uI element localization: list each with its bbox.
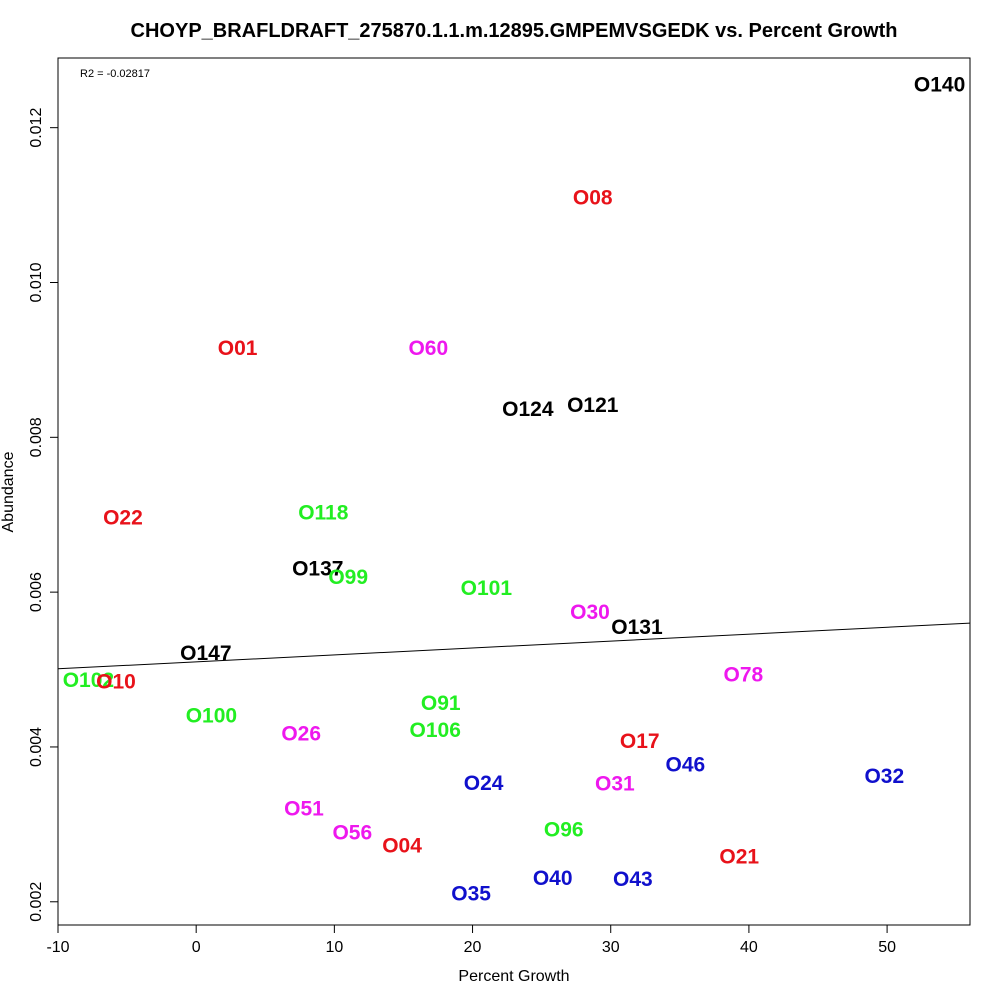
x-tick-label: 50 xyxy=(878,939,896,956)
point-label: O147 xyxy=(180,642,231,665)
point-label: O121 xyxy=(567,394,619,417)
point-label: O102 xyxy=(63,669,114,692)
point-label: O78 xyxy=(724,663,764,686)
point-label: O56 xyxy=(332,821,372,844)
y-tick-label: 0.008 xyxy=(28,417,45,457)
point-label: O96 xyxy=(544,818,584,841)
point-label: O131 xyxy=(611,616,663,639)
y-tick-label: 0.004 xyxy=(28,727,45,767)
point-label: O01 xyxy=(218,337,258,360)
x-axis: -10 0 10 20 30 40 50 xyxy=(46,924,896,956)
point-label: O46 xyxy=(665,753,705,776)
x-tick-label: 0 xyxy=(192,939,201,956)
y-axis-label: Abundance xyxy=(0,451,17,532)
point-label: O17 xyxy=(620,730,660,753)
point-label: O140 xyxy=(914,74,965,97)
point-label: O24 xyxy=(464,772,504,795)
chart-title: CHOYP_BRAFLDRAFT_275870.1.1.m.12895.GMPE… xyxy=(131,20,898,42)
point-label: O118 xyxy=(298,502,349,525)
y-tick-label: 0.012 xyxy=(28,108,45,148)
point-label: O30 xyxy=(570,601,610,624)
point-label: O04 xyxy=(382,835,422,858)
point-label: O137 xyxy=(292,557,343,580)
point-label: O31 xyxy=(595,773,635,796)
x-tick-label: -10 xyxy=(46,939,69,956)
point-label: O26 xyxy=(281,722,321,745)
r-squared-annotation: R2 = -0.02817 xyxy=(80,68,150,80)
point-label: O91 xyxy=(421,692,461,715)
point-label: O101 xyxy=(461,577,513,600)
plot-frame xyxy=(57,57,971,926)
point-label: O08 xyxy=(573,187,613,210)
x-tick-label: 30 xyxy=(602,939,620,956)
point-label: O100 xyxy=(186,704,237,727)
point-label: O51 xyxy=(284,797,324,820)
y-tick-label: 0.002 xyxy=(28,882,45,922)
y-tick-label: 0.010 xyxy=(28,262,45,302)
point-label: O32 xyxy=(864,765,904,788)
y-tick-label: 0.006 xyxy=(28,572,45,612)
x-tick-label: 10 xyxy=(325,939,343,956)
point-label: O99 xyxy=(328,566,368,589)
x-tick-label: 40 xyxy=(740,939,758,956)
point-label: O10 xyxy=(96,670,136,693)
x-tick-label: 20 xyxy=(464,939,482,956)
point-label: O43 xyxy=(613,868,653,891)
x-axis-label: Percent Growth xyxy=(458,968,569,985)
point-label: O40 xyxy=(533,867,573,890)
point-label: O21 xyxy=(719,845,759,868)
point-label: O35 xyxy=(451,883,491,906)
y-axis: 0.002 0.004 0.006 0.008 0.010 0.012 xyxy=(28,108,59,922)
point-label: O124 xyxy=(502,398,554,421)
point-label: O60 xyxy=(408,337,448,360)
regression-line xyxy=(57,622,971,670)
point-label: O22 xyxy=(103,506,143,529)
point-label: O106 xyxy=(410,719,461,742)
